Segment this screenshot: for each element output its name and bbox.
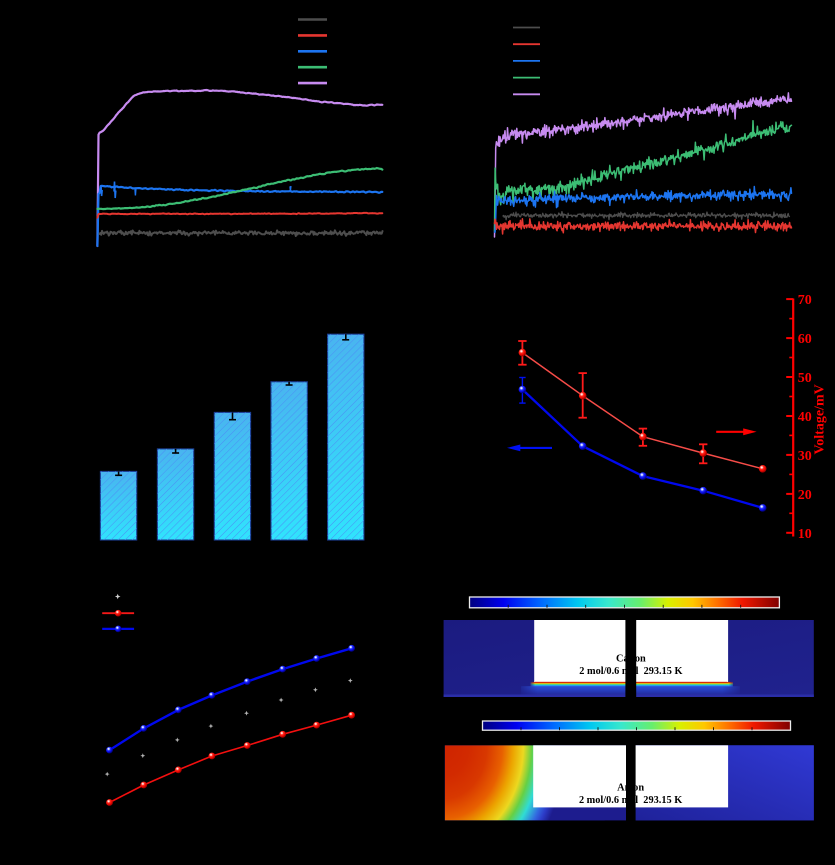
svg-text:60: 60 — [798, 332, 812, 347]
svg-text:20: 20 — [798, 488, 812, 503]
svg-text:Voltage/mV: Voltage/mV — [813, 384, 828, 454]
svg-text:30: 30 — [798, 449, 812, 464]
svg-text:40: 40 — [798, 410, 812, 425]
svg-text:10: 10 — [798, 527, 812, 542]
svg-text:50: 50 — [798, 371, 812, 386]
svg-text:70: 70 — [798, 293, 812, 308]
